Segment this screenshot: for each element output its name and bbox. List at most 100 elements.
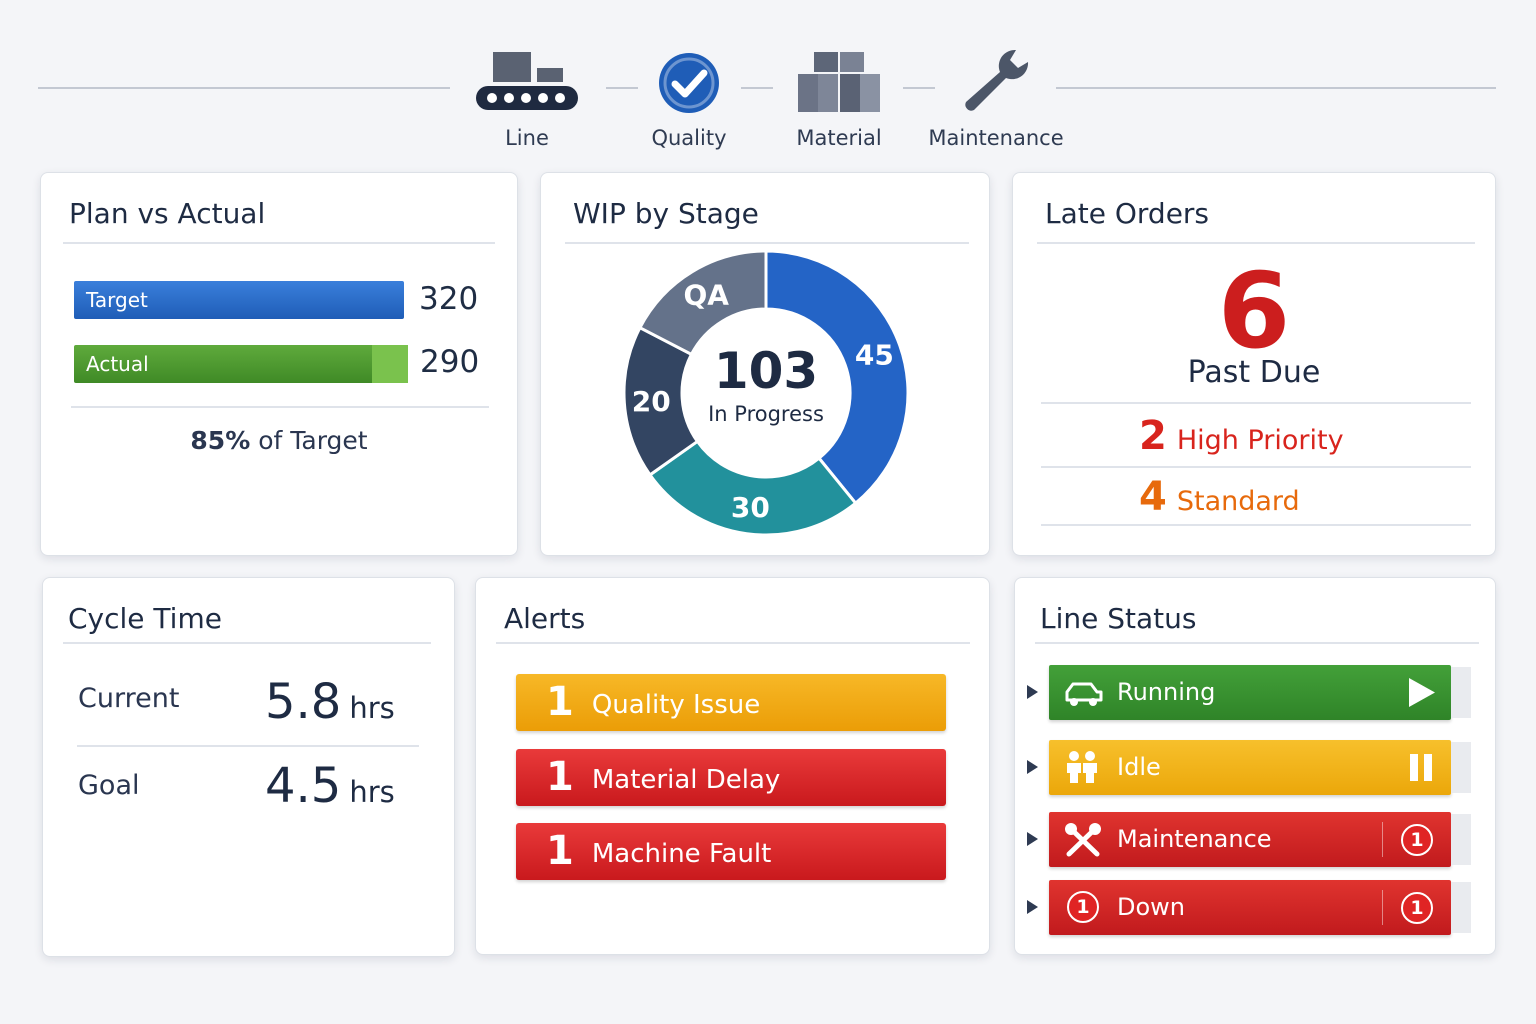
status-label: Running [1117,678,1216,706]
target-bar: Target [74,281,404,319]
expand-caret-icon[interactable] [1027,685,1038,699]
actual-label: Actual [86,352,149,376]
workers-icon [1067,751,1097,783]
alert-count: 1 [546,754,574,800]
alert-label: Material Delay [591,765,781,795]
nav-item-label: Material [796,126,882,150]
wip-donut-hole [683,310,849,476]
scroll-track [1451,882,1471,933]
high-priority-count: 2 [1139,413,1167,459]
status-label: Maintenance [1117,825,1272,853]
scroll-track [1451,814,1471,865]
scroll-track [1451,667,1471,718]
status-bar: 1 Down 1 [1049,880,1451,935]
actual-bar: Actual [74,345,408,383]
nav-divider [741,87,773,89]
target-value: 320 [419,281,479,317]
line-status-card: Line Status Running Idle [1014,577,1496,955]
forklift-icon [1065,682,1103,706]
divider [1035,642,1479,644]
pause-icon [1410,754,1432,781]
actual-bar-tip [372,345,408,383]
wip-slice-1 [647,439,858,537]
divider [63,242,495,244]
line-status-running[interactable]: Running [1027,665,1472,720]
wip-slice-label-0: 45 [855,338,894,371]
nav-divider [606,87,638,89]
expand-caret-icon[interactable] [1027,832,1038,846]
expand-caret-icon[interactable] [1027,900,1038,914]
goal-value: 4.5 [265,758,342,814]
nav-item-label: Maintenance [928,126,1064,150]
expand-caret-icon[interactable] [1027,760,1038,774]
boxes-icon [764,48,914,114]
separator [1382,822,1383,857]
standard-count: 4 [1139,474,1167,520]
standard-label: Standard [1176,486,1300,517]
alert-quality-issue[interactable]: 1 Quality Issue [516,674,946,731]
nav-item-maintenance[interactable]: Maintenance [921,48,1071,150]
past-due-label: Past Due [1187,355,1321,390]
alert-label: Quality Issue [591,690,761,720]
divider [77,745,419,747]
card-title: Cycle Time [68,602,222,635]
alert-count-badge: 1 [1401,892,1433,924]
divider [1041,402,1471,404]
status-label: Idle [1117,753,1161,781]
alert-machine-fault[interactable]: 1 Machine Fault [516,823,946,880]
alert-label: Machine Fault [591,839,772,869]
wip-by-stage-card: WIP by Stage 45 30 20 QA 103 In Progress [540,172,990,556]
separator [1382,890,1383,925]
status-bar: Idle [1049,740,1451,795]
percent-value: 85% [190,426,251,455]
alert-count-badge: 1 [1401,824,1433,856]
goal-label: Goal [78,770,140,801]
tools-icon [1065,823,1101,857]
conveyor-icon [452,48,602,114]
line-status-down[interactable]: 1 Down 1 [1027,880,1472,935]
late-orders-count: 6 [1217,250,1291,372]
actual-value: 290 [420,344,480,380]
card-title: Plan vs Actual [69,197,266,230]
nav-divider [903,87,935,89]
wrench-icon [921,48,1071,114]
divider [496,642,970,644]
percent-of-target: 85% of Target [41,426,517,455]
wip-slice-label-2: 20 [632,385,671,418]
nav-item-line[interactable]: Line [452,48,602,150]
divider [63,642,431,644]
status-label: Down [1117,893,1186,921]
divider [71,406,489,408]
wip-slice-0 [764,249,910,506]
current-label: Current [78,683,180,714]
divider [1041,466,1471,468]
nav-item-quality[interactable]: Quality [614,48,764,150]
standard-row: 4 Standard [1139,474,1300,520]
plan-vs-actual-card: Plan vs Actual Target 320 Actual 290 85%… [40,172,518,556]
check-circle-icon [614,48,764,114]
nav-divider-right [1056,87,1496,89]
target-label: Target [86,288,148,312]
nav-item-label: Quality [651,126,727,150]
line-status-idle[interactable]: Idle [1027,740,1472,795]
current-value: 5.8 [265,674,342,730]
alert-material-delay[interactable]: 1 Material Delay [516,749,946,806]
wip-slice-label-1: 30 [731,491,770,524]
status-bar: Maintenance 1 [1049,812,1451,867]
scroll-track [1451,742,1471,793]
wip-total-label: In Progress [708,402,824,426]
wip-total: 103 [713,342,819,400]
card-title: Alerts [504,602,586,635]
percent-suffix: of Target [258,426,368,455]
card-title: Line Status [1040,602,1197,635]
nav-item-material[interactable]: Material [764,48,914,150]
line-status-maintenance[interactable]: Maintenance 1 [1027,812,1472,867]
nav-divider-left [38,87,450,89]
alert-count: 1 [546,828,574,874]
current-value-group: 5.8 hrs [265,674,395,730]
cycle-time-card: Cycle Time Current 5.8 hrs Goal 4.5 hrs [42,577,455,957]
high-priority-row: 2 High Priority [1139,413,1344,459]
alert-circle-icon: 1 [1067,891,1099,923]
